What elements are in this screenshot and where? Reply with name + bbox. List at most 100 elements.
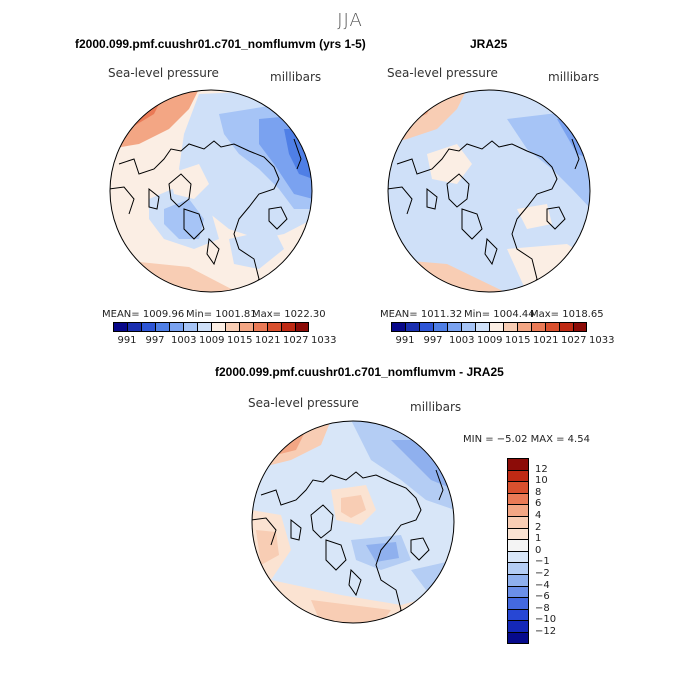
panel1-units-label: millibars [270,70,322,84]
colorbar-tick-label: 991 [395,335,415,346]
colorbar-swatch [253,322,267,332]
colorbar-swatch [573,322,587,332]
colorbar-swatch [211,322,225,332]
panel2-colorbar-ticks: 991 997 1003 1009 1015 1021 1027 1033 [391,335,614,347]
colorbar-tick-label: −6 [535,591,550,603]
colorbar-tick-label: −2 [535,568,550,579]
colorbar-tick-label: 8 [535,486,542,498]
colorbar-tick-label: −4 [535,579,550,591]
colorbar-swatch [405,322,419,332]
colorbar-tick-label: −8 [535,602,550,614]
colorbar-swatch [503,322,517,332]
panel1-min: Min= 1001.81 [186,309,257,320]
colorbar-tick-label: 1015 [227,335,253,346]
colorbar-swatch [507,527,529,540]
colorbar-swatch [475,322,489,332]
colorbar-swatch [531,322,545,332]
colorbar-swatch [281,322,295,332]
colorbar-swatch [545,322,559,332]
panel2-colorbar [391,322,587,332]
panel3-polar-map [251,420,455,624]
colorbar-swatch [507,458,529,470]
colorbar-swatch [507,492,529,505]
colorbar-swatch [507,597,529,609]
panel3-units-label: millibars [410,400,462,414]
panel2-title: JRA25 [470,37,508,51]
colorbar-swatch [507,585,529,598]
colorbar-swatch [507,573,529,586]
panel1-title: f2000.099.pmf.cuushr01.c701_nomflumvm (y… [75,37,366,51]
colorbar-tick-label: 1003 [449,335,475,346]
colorbar-swatch [391,322,405,332]
colorbar-swatch [197,322,211,332]
colorbar-swatch [183,322,197,332]
colorbar-swatch [507,608,529,621]
colorbar-swatch [169,322,183,332]
colorbar-tick-label: 0 [535,544,542,556]
panel2-max: Max= 1018.65 [530,309,604,320]
colorbar-swatch [419,322,433,332]
panel2-field-label: Sea-level pressure [387,66,498,80]
panel3-min-max: MIN = −5.02 MAX = 4.54 [463,434,590,445]
colorbar-tick-label: 1009 [477,335,503,346]
colorbar-swatch [461,322,475,332]
colorbar-swatch [295,322,309,332]
colorbar-swatch [155,322,169,332]
colorbar-swatch [489,322,503,332]
panel2-min: Min= 1004.44 [464,309,535,320]
colorbar-tick-label: 1009 [199,335,225,346]
panel1-colorbar [113,322,309,332]
panel2-mean: MEAN= 1011.32 [380,309,463,320]
colorbar-swatch [507,481,529,493]
colorbar-tick-label: 4 [535,510,542,521]
colorbar-swatch [113,322,127,332]
colorbar-tick-label: 991 [117,335,137,346]
colorbar-swatch [127,322,141,332]
colorbar-swatch [507,469,529,482]
colorbar-tick-label: 1027 [283,335,309,346]
panel3-colorbar-ticks: 12 10 8 6 4 2 1 0 −1 −2 −4 −6 −8 −10 −12 [535,458,575,644]
colorbar-swatch [507,620,529,632]
colorbar-tick-label: −12 [535,626,557,637]
colorbar-swatch [225,322,239,332]
colorbar-tick-label: 997 [145,335,165,346]
colorbar-tick-label: 2 [535,521,542,533]
colorbar-swatch [507,539,529,551]
colorbar-tick-label: 1021 [533,335,559,346]
colorbar-swatch [507,550,529,563]
panel3-field-label: Sea-level pressure [248,396,359,410]
panel1-mean: MEAN= 1009.96 [102,309,185,320]
colorbar-tick-label: 1033 [589,335,615,346]
colorbar-tick-label: −10 [535,614,557,626]
colorbar-swatch [559,322,573,332]
panel1-field-label: Sea-level pressure [108,66,219,80]
colorbar-tick-label: 1021 [255,335,281,346]
colorbar-tick-label: 10 [535,475,548,487]
colorbar-tick-label: −1 [535,556,550,568]
panel2-units-label: millibars [548,70,600,84]
panel1-polar-map [109,89,313,293]
panel2-polar-map [387,89,591,293]
panel3-title: f2000.099.pmf.cuushr01.c701_nomflumvm - … [215,365,504,379]
panel1-colorbar-ticks: 991 997 1003 1009 1015 1021 1027 1033 [113,335,336,347]
colorbar-tick-label: 1003 [171,335,197,346]
colorbar-tick-label: 1027 [561,335,587,346]
panel3-colorbar [507,458,529,644]
colorbar-tick-label: 1033 [311,335,337,346]
colorbar-tick-label: 12 [535,463,548,475]
colorbar-tick-label: 6 [535,498,542,510]
colorbar-swatch [507,631,529,644]
colorbar-swatch [433,322,447,332]
season-title: JJA [337,10,363,31]
colorbar-swatch [239,322,253,332]
colorbar-tick-label: 1 [535,533,542,545]
colorbar-swatch [447,322,461,332]
colorbar-swatch [517,322,531,332]
colorbar-swatch [507,562,529,574]
colorbar-swatch [507,515,529,528]
colorbar-tick-label: 997 [423,335,443,346]
colorbar-swatch [267,322,281,332]
colorbar-tick-label: 1015 [505,335,531,346]
panel1-max: Max= 1022.30 [252,309,326,320]
colorbar-swatch [507,504,529,516]
